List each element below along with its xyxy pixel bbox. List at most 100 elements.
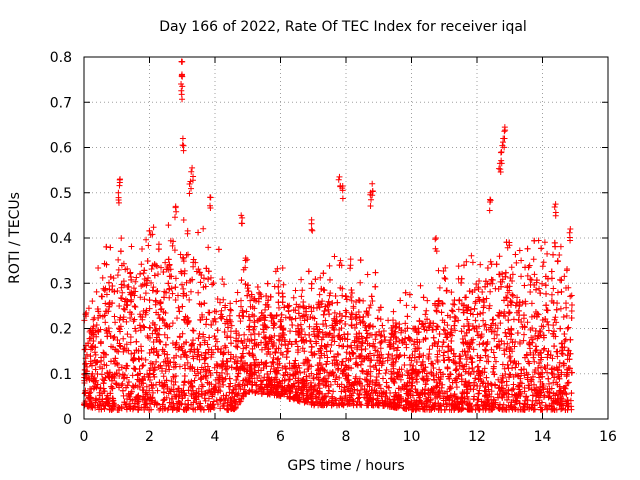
data-point	[508, 264, 515, 271]
data-point	[214, 327, 221, 334]
grid	[84, 57, 608, 419]
data-point	[294, 343, 301, 350]
data-point	[120, 335, 127, 342]
data-point	[157, 338, 164, 345]
data-point	[434, 358, 441, 365]
data-point	[543, 302, 550, 309]
data-point	[402, 320, 409, 327]
data-point	[263, 350, 270, 357]
data-point	[97, 385, 104, 392]
data-point	[161, 350, 168, 357]
data-point	[307, 384, 314, 391]
data-point	[442, 276, 449, 283]
data-point	[483, 295, 490, 302]
data-point	[376, 381, 383, 388]
data-point	[132, 328, 139, 335]
data-point	[453, 366, 460, 373]
data-point	[312, 276, 319, 283]
data-point	[90, 377, 97, 384]
data-point	[182, 392, 189, 399]
data-point	[564, 380, 571, 387]
data-point	[121, 345, 128, 352]
data-point	[558, 288, 565, 295]
data-point	[110, 275, 117, 282]
data-point	[376, 328, 383, 335]
data-point	[132, 303, 139, 310]
data-point	[145, 374, 152, 381]
data-point	[351, 324, 358, 331]
data-point	[315, 374, 322, 381]
data-point	[132, 288, 139, 295]
data-point	[387, 342, 394, 349]
data-point	[237, 318, 244, 325]
data-point	[265, 345, 272, 352]
data-point	[217, 397, 224, 404]
data-point	[299, 287, 306, 294]
data-point	[391, 379, 398, 386]
data-point	[298, 293, 305, 300]
data-point	[172, 275, 179, 282]
data-point	[275, 283, 282, 290]
data-point	[368, 293, 375, 300]
data-point	[456, 353, 463, 360]
data-point	[501, 351, 508, 358]
data-point	[190, 263, 197, 270]
data-point	[128, 276, 135, 283]
data-point	[301, 360, 308, 367]
data-point	[202, 390, 209, 397]
data-point	[335, 365, 342, 372]
data-point	[545, 348, 552, 355]
data-point	[119, 387, 126, 394]
data-point	[153, 288, 160, 295]
data-point	[275, 355, 282, 362]
data-point	[499, 278, 506, 285]
data-point	[515, 316, 522, 323]
data-point	[512, 251, 519, 258]
data-point	[568, 308, 575, 315]
data-point	[523, 369, 530, 376]
data-point	[253, 341, 260, 348]
data-point	[551, 239, 558, 246]
data-point	[335, 333, 342, 340]
data-point	[130, 285, 137, 292]
data-point	[420, 352, 427, 359]
data-point	[94, 381, 101, 388]
data-point	[127, 339, 134, 346]
data-point	[451, 327, 458, 334]
data-point	[140, 270, 147, 277]
data-point	[508, 331, 515, 338]
data-point	[202, 283, 209, 290]
data-point	[545, 327, 552, 334]
data-point	[489, 328, 496, 335]
data-point	[430, 334, 437, 341]
data-point	[366, 304, 373, 311]
data-point	[567, 336, 574, 343]
data-point	[317, 301, 324, 308]
data-point	[262, 323, 269, 330]
data-point	[558, 405, 565, 412]
data-point	[448, 338, 455, 345]
data-point	[118, 262, 125, 269]
data-point	[304, 388, 311, 395]
data-point	[305, 268, 312, 275]
data-point	[127, 291, 134, 298]
data-point	[348, 382, 355, 389]
data-point	[400, 405, 407, 412]
data-point	[166, 261, 173, 268]
data-point	[519, 323, 526, 330]
data-point	[202, 349, 209, 356]
data-point	[276, 378, 283, 385]
data-point	[393, 392, 400, 399]
data-point	[439, 390, 446, 397]
data-point	[447, 392, 454, 399]
data-point	[247, 297, 254, 304]
data-point	[502, 329, 509, 336]
data-point	[492, 285, 499, 292]
data-point	[102, 374, 109, 381]
data-point	[468, 252, 475, 259]
data-point	[509, 271, 516, 278]
data-point	[140, 323, 147, 330]
data-point	[537, 356, 544, 363]
data-point	[436, 366, 443, 373]
data-point	[505, 317, 512, 324]
